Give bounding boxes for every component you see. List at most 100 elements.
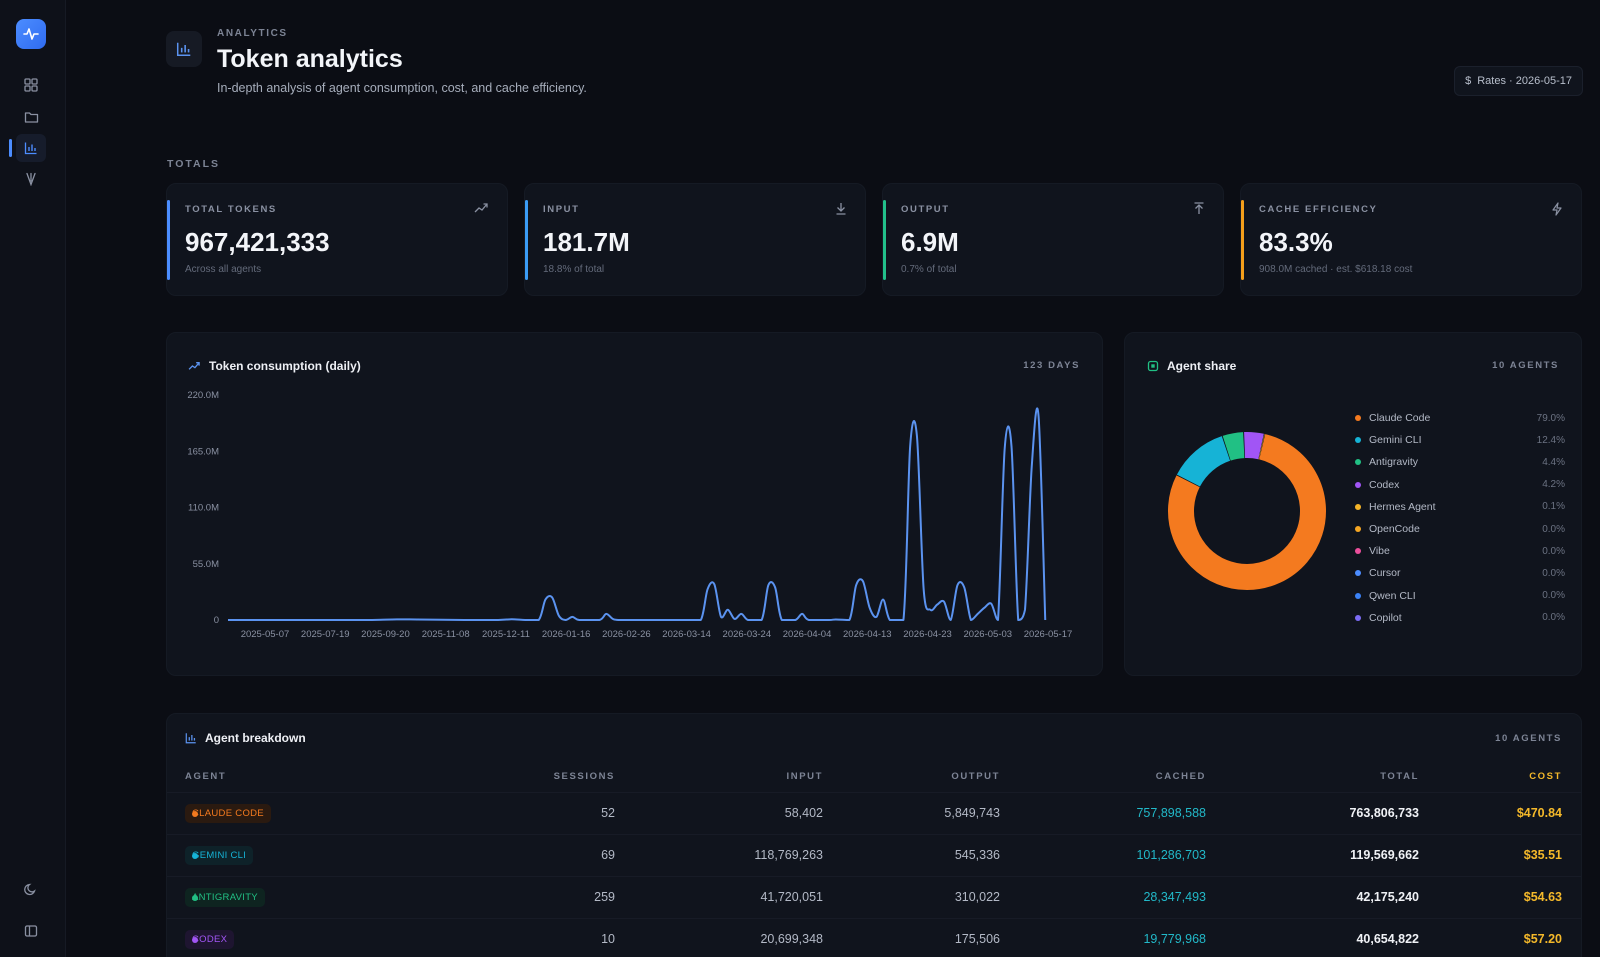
- sidebar-item-agents[interactable]: [16, 165, 46, 193]
- x-tick-label: 2026-04-04: [783, 629, 832, 640]
- x-tick-label: 2026-02-26: [602, 629, 651, 640]
- legend-item[interactable]: Copilot 0.0%: [1355, 610, 1565, 626]
- legend-item[interactable]: Codex 4.2%: [1355, 477, 1565, 493]
- cell-cost: $35.51: [1523, 848, 1562, 862]
- cell-cost: $470.84: [1516, 806, 1562, 820]
- col-sessions[interactable]: SESSIONS: [553, 771, 615, 782]
- chip-icon: [1147, 360, 1159, 372]
- legend-item[interactable]: Claude Code 79.0%: [1355, 410, 1565, 426]
- legend-percent: 0.0%: [1542, 612, 1565, 624]
- legend-percent: 0.0%: [1542, 523, 1565, 535]
- agent-share-donut[interactable]: [1157, 421, 1337, 601]
- cell-total: 119,569,662: [1350, 848, 1419, 862]
- header-icon-badge: [166, 31, 202, 67]
- table-row[interactable]: ANTIGRAVITY 259 41,720,051 310,022 28,347,49…: [167, 876, 1581, 918]
- cell-output: 310,022: [954, 890, 1000, 904]
- legend-dot: [1355, 503, 1361, 510]
- rates-label: Rates · 2026-05-17: [1477, 75, 1572, 87]
- bar-chart-icon: [185, 733, 196, 744]
- legend-label: OpenCode: [1369, 523, 1420, 535]
- col-total[interactable]: TOTAL: [1380, 771, 1419, 782]
- donut-slice-codex[interactable]: [1244, 432, 1264, 460]
- bolt-icon: [1552, 202, 1562, 216]
- x-tick-label: 2025-11-08: [422, 629, 470, 640]
- bar-chart-icon: [24, 142, 37, 155]
- cell-sessions: 259: [594, 890, 615, 904]
- panel-title-row: Token consumption (daily): [188, 359, 361, 373]
- legend-label: Copilot: [1369, 611, 1402, 624]
- legend-item[interactable]: Antigravity 4.4%: [1355, 454, 1565, 470]
- stat-card-output: OUTPUT 6.9M 0.7% of total: [882, 183, 1224, 296]
- totals-section-label: TOTALS: [167, 158, 221, 170]
- fork-icon: [26, 172, 36, 186]
- legend-percent: 4.2%: [1542, 479, 1565, 491]
- y-tick-label: 220.0M: [187, 390, 219, 401]
- legend-item[interactable]: Qwen CLI 0.0%: [1355, 588, 1565, 604]
- agent-badge[interactable]: CODEX: [185, 930, 235, 949]
- sidebar-item-dashboard[interactable]: [16, 71, 46, 99]
- stat-value: 83.3%: [1259, 227, 1333, 257]
- card-accent: [525, 200, 528, 280]
- page-subtitle: In-depth analysis of agent consumption, …: [217, 81, 587, 95]
- agent-share-panel: Agent share 10 AGENTS Claude Code 79.0% Ge…: [1124, 332, 1582, 676]
- agent-badge[interactable]: GEMINI CLI: [185, 846, 254, 865]
- cell-input: 58,402: [784, 806, 823, 820]
- cell-cached: 757,898,588: [1136, 806, 1206, 820]
- donut-slice-gemini-cli[interactable]: [1176, 436, 1231, 488]
- legend-dot: [1355, 437, 1361, 444]
- stat-value: 181.7M: [543, 227, 630, 257]
- sidebar-item-analytics[interactable]: [16, 134, 46, 162]
- cell-input: 118,769,263: [754, 848, 823, 862]
- trending-up-icon: [474, 203, 488, 213]
- stat-note: Across all agents: [185, 264, 262, 275]
- stat-note: 908.0M cached · est. $618.18 cost: [1259, 264, 1413, 275]
- table-row[interactable]: CODEX 10 20,699,348 175,506 19,779,968 40,654…: [167, 918, 1581, 957]
- days-count: 123 DAYS: [1023, 360, 1080, 371]
- app-logo[interactable]: [16, 19, 46, 49]
- bar-chart-icon: [176, 42, 191, 57]
- table-row[interactable]: CLAUDE CODE 52 58,402 5,849,743 757,898,588 7…: [167, 792, 1581, 834]
- legend-item[interactable]: Hermes Agent 0.1%: [1355, 499, 1565, 515]
- cell-input: 20,699,348: [760, 932, 823, 946]
- table-row[interactable]: GEMINI CLI 69 118,769,263 545,336 101,286,70…: [167, 834, 1581, 876]
- cell-cached: 101,286,703: [1136, 848, 1206, 862]
- upload-icon: [1194, 202, 1204, 214]
- panel-title: Token consumption (daily): [209, 359, 361, 373]
- rates-button[interactable]: $ Rates · 2026-05-17: [1454, 66, 1583, 96]
- agent-name: CODEX: [192, 934, 228, 945]
- activity-icon: [23, 28, 39, 40]
- y-tick-label: 110.0M: [188, 503, 219, 514]
- agent-dot: [192, 894, 198, 901]
- card-accent: [883, 200, 886, 280]
- legend-label: Hermes Agent: [1369, 500, 1436, 513]
- legend-dot: [1355, 526, 1361, 532]
- consumption-line-chart[interactable]: 0 55.0M 110.0M 165.0M 220.0M 2025-05-07 2025-0…: [167, 333, 1104, 677]
- agent-dot: [192, 810, 198, 817]
- col-input[interactable]: INPUT: [786, 771, 823, 782]
- legend-percent: 0.0%: [1542, 545, 1565, 557]
- theme-toggle-button[interactable]: [16, 875, 46, 903]
- legend-item[interactable]: Gemini CLI 12.4%: [1355, 432, 1565, 448]
- legend-item[interactable]: Cursor 0.0%: [1355, 565, 1565, 581]
- x-tick-label: 2026-01-16: [542, 629, 591, 640]
- cell-input: 41,720,051: [760, 890, 823, 904]
- cell-output: 5,849,743: [944, 806, 1000, 820]
- col-agent[interactable]: AGENT: [185, 771, 227, 782]
- agent-badge[interactable]: ANTIGRAVITY: [185, 888, 265, 907]
- agent-badge[interactable]: CLAUDE CODE: [185, 804, 271, 823]
- sidebar-item-projects[interactable]: [16, 103, 46, 131]
- col-cost[interactable]: COST: [1529, 771, 1562, 782]
- col-output[interactable]: OUTPUT: [951, 771, 1000, 782]
- cell-cost: $57.20: [1523, 932, 1562, 946]
- legend-dot: [1355, 570, 1361, 577]
- cell-sessions: 10: [601, 932, 615, 946]
- legend-item[interactable]: Vibe 0.0%: [1355, 543, 1565, 559]
- trending-up-icon: [188, 362, 200, 370]
- col-cached[interactable]: CACHED: [1155, 771, 1206, 782]
- donut-slice-claude-code[interactable]: [1168, 434, 1326, 590]
- legend-item[interactable]: OpenCode 0.0%: [1355, 521, 1565, 537]
- donut-slice-antigravity[interactable]: [1222, 432, 1245, 461]
- legend-percent: 4.4%: [1542, 456, 1565, 468]
- sidebar-collapse-button[interactable]: [16, 917, 46, 945]
- agent-dot: [192, 936, 198, 943]
